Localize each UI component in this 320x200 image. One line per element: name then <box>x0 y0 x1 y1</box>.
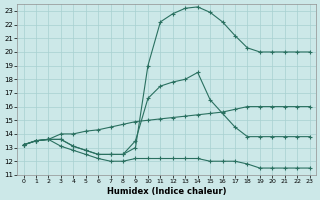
X-axis label: Humidex (Indice chaleur): Humidex (Indice chaleur) <box>107 187 226 196</box>
